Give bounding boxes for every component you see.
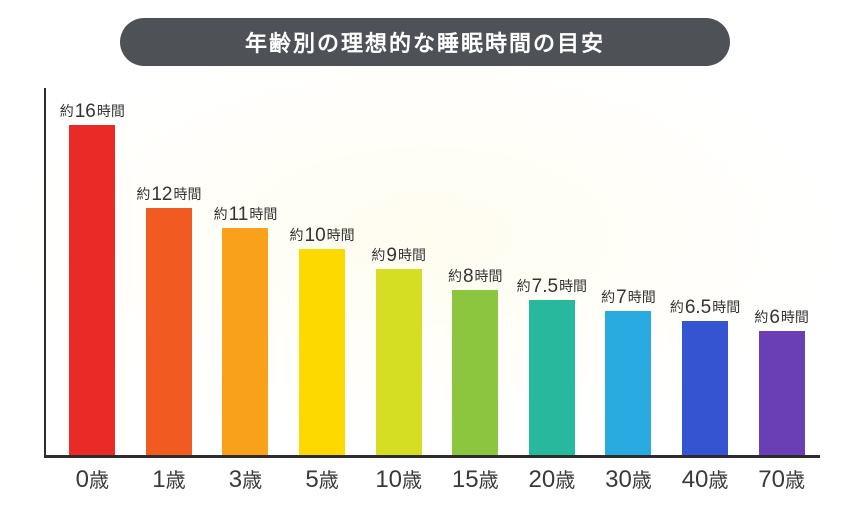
x-labels-container: 0歳1歳3歳5歳10歳15歳20歳30歳40歳70歳 (54, 460, 820, 500)
x-axis-label: 20歳 (514, 460, 591, 500)
bar-value-label: 約6.5時間 (670, 298, 740, 317)
chart-plot: 約16時間約12時間約11時間約10時間約9時間約8時間約7.5時間約7時間約6… (30, 80, 820, 500)
x-axis-label: 40歳 (667, 460, 744, 500)
bar-value-label: 約11時間 (214, 205, 278, 224)
bar-value-label: 約9時間 (371, 246, 426, 265)
x-axis-label: 1歳 (131, 460, 208, 500)
x-axis-label: 15歳 (437, 460, 514, 500)
bar-column: 約12時間 (131, 185, 208, 456)
x-axis-label: 3歳 (207, 460, 284, 500)
bar-column: 約11時間 (207, 205, 284, 455)
bars-container: 約16時間約12時間約11時間約10時間約9時間約8時間約7.5時間約7時間約6… (54, 80, 820, 455)
bar-column: 約10時間 (284, 226, 361, 455)
x-axis-label: 5歳 (284, 460, 361, 500)
bar-column: 約16時間 (54, 102, 131, 455)
bar (452, 290, 498, 455)
bar (376, 269, 422, 455)
bar (222, 228, 268, 455)
chart-card: 年齢別の理想的な睡眠時間の目安 約16時間約12時間約11時間約10時間約9時間… (0, 0, 850, 525)
bar (682, 321, 728, 455)
x-axis-label: 0歳 (54, 460, 131, 500)
bar-column: 約7時間 (590, 288, 667, 455)
bar-value-label: 約6時間 (754, 308, 809, 327)
y-axis (44, 88, 46, 458)
bar-value-label: 約7時間 (601, 288, 656, 307)
bar (759, 331, 805, 455)
chart-title-pill: 年齢別の理想的な睡眠時間の目安 (120, 18, 730, 66)
bar-value-label: 約16時間 (60, 102, 125, 121)
x-axis (44, 455, 820, 458)
bar-value-label: 約7.5時間 (517, 277, 587, 296)
x-axis-label: 70歳 (743, 460, 820, 500)
bar (529, 300, 575, 455)
bar-column: 約8時間 (437, 267, 514, 455)
bar-column: 約6時間 (743, 308, 820, 455)
chart-title: 年齢別の理想的な睡眠時間の目安 (245, 26, 605, 58)
bar (146, 208, 192, 456)
bar (299, 249, 345, 455)
bar-value-label: 約8時間 (448, 267, 503, 286)
x-axis-label: 30歳 (590, 460, 667, 500)
bar-value-label: 約10時間 (290, 226, 355, 245)
bar-column: 約7.5時間 (514, 277, 591, 455)
bar-column: 約6.5時間 (667, 298, 744, 455)
x-axis-label: 10歳 (360, 460, 437, 500)
bar (605, 311, 651, 455)
bar (69, 125, 115, 455)
bar-value-label: 約12時間 (136, 185, 201, 204)
bar-column: 約9時間 (360, 246, 437, 455)
